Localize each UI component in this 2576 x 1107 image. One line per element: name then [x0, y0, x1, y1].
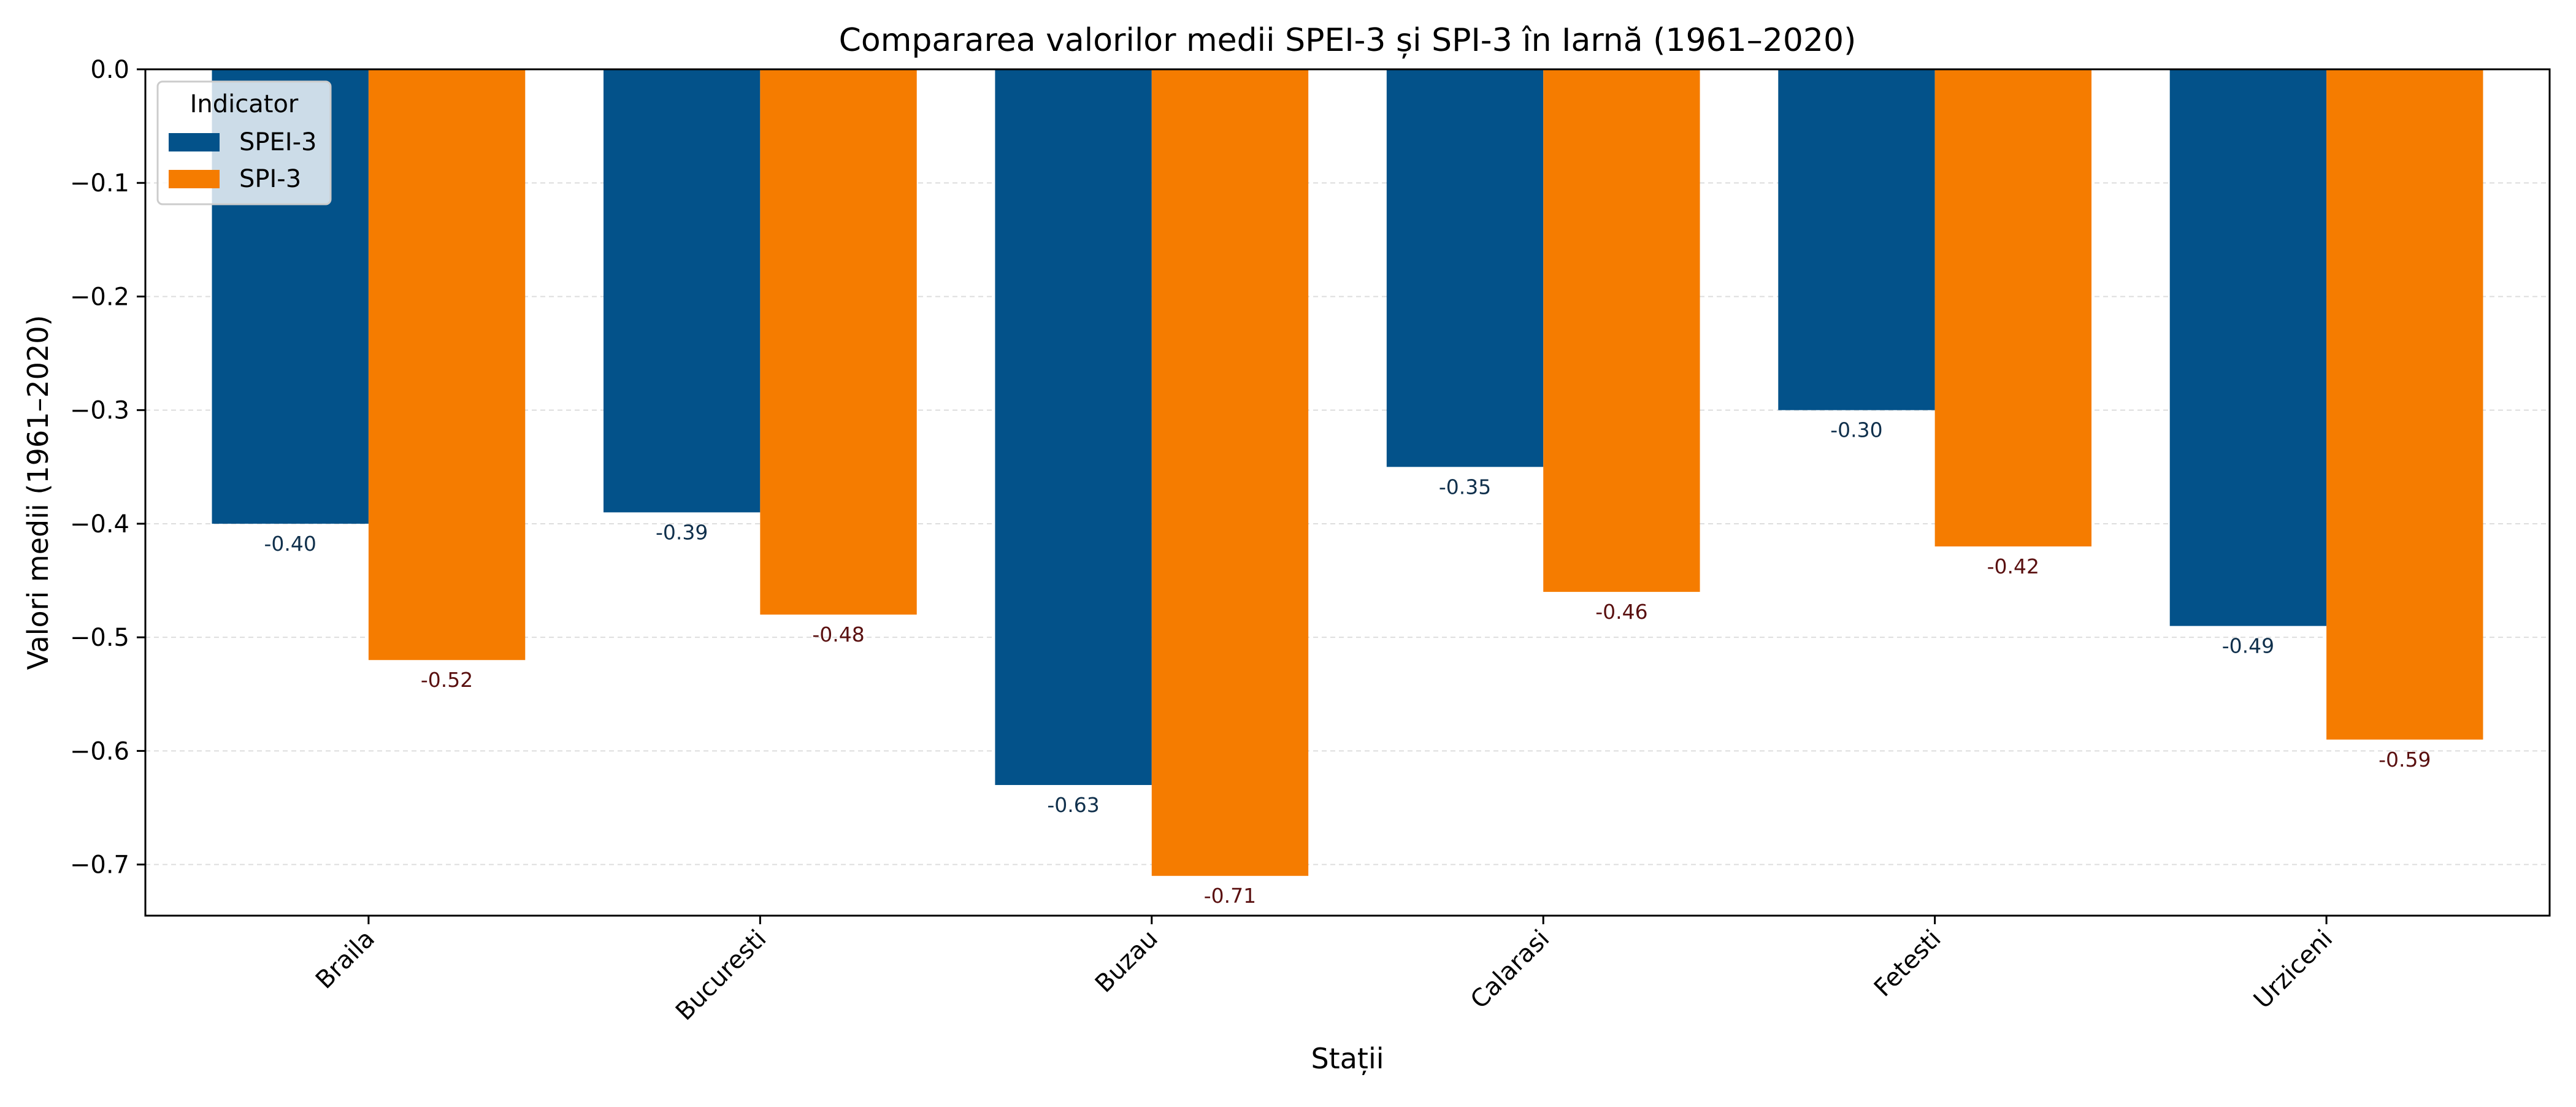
legend-swatch-spei-3	[169, 133, 220, 151]
bar-value-label-spi-3: -0.46	[1595, 600, 1647, 624]
legend-swatch-spi-3	[169, 170, 220, 188]
bar-spei-3	[603, 69, 761, 513]
y-tick-label: −0.1	[70, 169, 129, 197]
x-tick-label: Urziceni	[2248, 925, 2338, 1014]
bar-spi-3	[1934, 69, 2092, 546]
bar-spi-3	[2326, 69, 2483, 740]
y-tick-label: −0.7	[70, 851, 129, 879]
x-tick-label: Braila	[310, 925, 380, 995]
bar-value-label-spi-3: -0.71	[1204, 884, 1256, 908]
bars	[212, 69, 2483, 876]
y-tick-label: −0.4	[70, 510, 129, 538]
bar-value-label-spi-3: -0.42	[1987, 554, 2039, 578]
bar-spei-3	[1386, 69, 1544, 467]
bar-value-label-spei-3: -0.35	[1439, 475, 1491, 499]
legend-title: Indicator	[190, 90, 299, 118]
bar-value-label-spei-3: -0.40	[264, 532, 316, 556]
bar-value-label-spi-3: -0.48	[812, 622, 864, 646]
bar-value-label-spi-3: -0.59	[2379, 748, 2431, 772]
y-tick-label: −0.5	[70, 624, 129, 652]
y-tick-label: −0.3	[70, 397, 129, 425]
legend-label-spi-3: SPI-3	[239, 165, 301, 193]
chart-title: Compararea valorilor medii SPEI-3 și SPI…	[839, 22, 1857, 59]
legend: Indicator SPEI-3 SPI-3	[156, 80, 332, 205]
bar-spi-3	[1151, 69, 1309, 876]
bar-value-label-spei-3: -0.49	[2222, 634, 2274, 658]
x-axis: Braila Bucuresti Buzau Calarasi Fetesti Urzic…	[310, 916, 2338, 1026]
y-tick-label: −0.6	[70, 737, 129, 765]
y-axis-label: Valori medii (1961–2020)	[21, 315, 55, 670]
bar-spei-3	[995, 69, 1152, 785]
bar-spei-3	[1778, 69, 1935, 410]
bar-spi-3	[760, 69, 917, 615]
y-tick-label: −0.2	[70, 283, 129, 311]
legend-label-spei-3: SPEI-3	[239, 128, 316, 156]
bar-value-label-spi-3: -0.52	[421, 668, 473, 692]
bar-value-labels: -0.40 -0.39 -0.63 -0.35 -0.30 -0.49 -0.52 -0.48…	[264, 418, 2431, 908]
x-tick-label: Buzau	[1090, 925, 1163, 998]
bar-spi-3	[1543, 69, 1700, 592]
grid-lines	[145, 182, 2550, 865]
bar-value-label-spei-3: -0.39	[656, 520, 708, 544]
bar-spi-3	[368, 69, 526, 661]
bar-value-label-spei-3: -0.30	[1830, 418, 1882, 442]
y-tick-label: 0.0	[90, 56, 129, 84]
x-tick-label: Bucuresti	[670, 925, 772, 1026]
plot-frame	[144, 68, 2551, 917]
bar-value-label-spei-3: -0.63	[1047, 793, 1099, 817]
y-axis: 0.0 −0.1 −0.2 −0.3 −0.4 −0.5 −0.6 −0.7	[70, 56, 145, 879]
x-tick-label: Calarasi	[1465, 925, 1555, 1014]
x-axis-label: Stații	[1311, 1042, 1384, 1076]
x-tick-label: Fetesti	[1869, 925, 1947, 1003]
bar-spei-3	[2169, 69, 2327, 626]
